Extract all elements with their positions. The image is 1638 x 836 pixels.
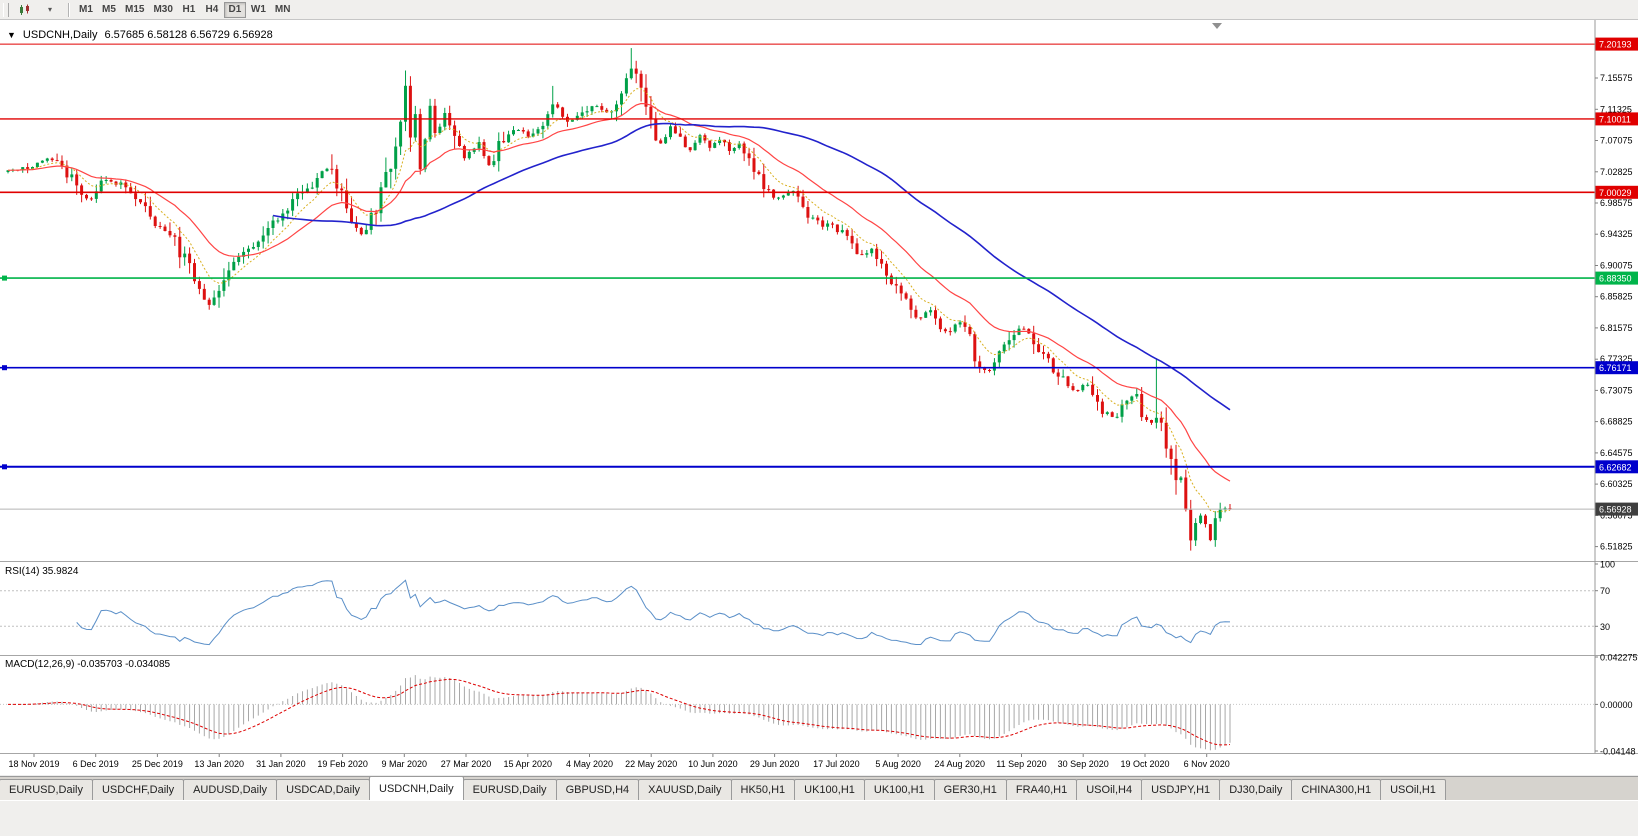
symbol-tab-uk100-h1[interactable]: UK100,H1	[864, 779, 935, 800]
timeframe-button-h1[interactable]: H1	[178, 2, 200, 18]
toolbar-drag-handle[interactable]	[3, 3, 9, 17]
date-axis[interactable]	[0, 754, 1595, 774]
symbol-tab-china300-h1[interactable]: CHINA300,H1	[1291, 779, 1381, 800]
timeframe-button-m5[interactable]: M5	[98, 2, 120, 18]
symbol-tab-bar: EURUSD,Daily USDCHF,Daily AUDUSD,Daily USDC…	[0, 776, 1638, 800]
timeframe-button-m15[interactable]: M15	[121, 2, 148, 18]
timeframe-button-m1[interactable]: M1	[75, 2, 97, 18]
tab-label: USOil,H1	[1390, 784, 1436, 796]
symbol-tab-xauusd-daily[interactable]: XAUUSD,Daily	[638, 779, 731, 800]
tab-label: USDCAD,Daily	[286, 784, 360, 796]
status-bar	[0, 800, 1638, 836]
tab-label: USDCNH,Daily	[379, 783, 454, 795]
chart-type-dropdown-button[interactable]: ▾	[38, 1, 62, 19]
symbol-tab-fra40-h1[interactable]: FRA40,H1	[1006, 779, 1077, 800]
chevron-down-icon: ▾	[48, 6, 52, 14]
tab-label: USOil,H4	[1086, 784, 1132, 796]
tab-label: GER30,H1	[944, 784, 997, 796]
tab-label: EURUSD,Daily	[473, 784, 547, 796]
macd-indicator-label: MACD(12,26,9) -0.035703 -0.034085	[5, 659, 170, 670]
tab-label: CHINA300,H1	[1301, 784, 1371, 796]
chart-ohlc-header: ▼ USDCNH,Daily 6.57685 6.58128 6.56729 6…	[7, 29, 273, 41]
timeframe-button-d1[interactable]: D1	[224, 2, 246, 18]
tab-label: AUDUSD,Daily	[193, 784, 267, 796]
rsi-indicator-label: RSI(14) 35.9824	[5, 566, 78, 577]
chart-ohlc-values: 6.57685 6.58128 6.56729 6.56928	[104, 29, 272, 41]
symbol-tab-eurusd-daily[interactable]: EURUSD,Daily	[463, 779, 557, 800]
symbol-tab-usoil-h4[interactable]: USOil,H4	[1076, 779, 1142, 800]
timeframe-button-w1[interactable]: W1	[247, 2, 270, 18]
chart-symbol-period: USDCNH,Daily	[23, 29, 98, 41]
symbol-tab-usoil-h1[interactable]: USOil,H1	[1380, 779, 1446, 800]
timeframe-button-m30[interactable]: M30	[149, 2, 176, 18]
timeframe-button-mn[interactable]: MN	[271, 2, 295, 18]
symbol-tab-usdcad-daily[interactable]: USDCAD,Daily	[276, 779, 370, 800]
symbol-tab-hk50-h1[interactable]: HK50,H1	[731, 779, 796, 800]
toolbar-separator	[68, 3, 69, 17]
tab-label: USDJPY,H1	[1151, 784, 1210, 796]
chart-plot-area[interactable]	[0, 22, 1595, 755]
tab-label: USDCHF,Daily	[102, 784, 174, 796]
chart-collapse-icon[interactable]: ▼	[7, 30, 16, 40]
tab-label: DJ30,Daily	[1229, 784, 1282, 796]
tab-label: XAUUSD,Daily	[648, 784, 721, 796]
tab-label: HK50,H1	[741, 784, 786, 796]
symbol-tab-usdjpy-h1[interactable]: USDJPY,H1	[1141, 779, 1220, 800]
symbol-tab-dj30-daily[interactable]: DJ30,Daily	[1219, 779, 1292, 800]
symbol-tab-gbpusd-h4[interactable]: GBPUSD,H4	[556, 779, 640, 800]
symbol-tab-usdcnh-daily[interactable]: USDCNH,Daily	[369, 776, 464, 800]
symbol-tab-usdchf-daily[interactable]: USDCHF,Daily	[92, 779, 184, 800]
symbol-tab-eurusd-daily[interactable]: EURUSD,Daily	[0, 779, 93, 800]
symbol-tab-audusd-daily[interactable]: AUDUSD,Daily	[183, 779, 277, 800]
tab-label: UK100,H1	[874, 784, 925, 796]
price-axis[interactable]	[1595, 22, 1638, 755]
chart-type-button[interactable]	[13, 1, 37, 19]
symbol-tab-ger30-h1[interactable]: GER30,H1	[934, 779, 1007, 800]
tab-label: GBPUSD,H4	[566, 784, 630, 796]
candlestick-chart-icon	[18, 4, 32, 16]
tab-label: UK100,H1	[804, 784, 855, 796]
tab-label: EURUSD,Daily	[9, 784, 83, 796]
price-chart: 7.155757.113257.070757.028256.985756.943…	[0, 20, 1638, 775]
timeframe-button-h4[interactable]: H4	[201, 2, 223, 18]
tab-label: FRA40,H1	[1016, 784, 1067, 796]
symbol-tab-uk100-h1[interactable]: UK100,H1	[794, 779, 865, 800]
